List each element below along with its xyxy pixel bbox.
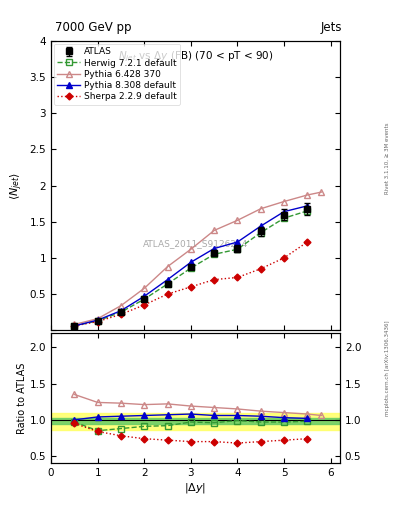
Pythia 8.308 default (95, 317, 100, 323)
Pythia 8.308 default (212, 245, 217, 251)
Sherpa 2.2.9 default (119, 311, 123, 317)
Sherpa 2.2.9 default (165, 291, 170, 297)
Pythia 8.308 default (305, 203, 310, 209)
X-axis label: $|\Delta y|$: $|\Delta y|$ (184, 481, 207, 495)
Pythia 8.308 default (258, 223, 263, 229)
Text: ATLAS_2011_S9126244: ATLAS_2011_S9126244 (143, 239, 248, 248)
Text: Jets: Jets (320, 22, 342, 34)
Pythia 8.308 default (165, 276, 170, 283)
Pythia 8.308 default (189, 259, 193, 265)
Herwig 7.2.1 default (165, 281, 170, 287)
Pythia 6.428 370 (142, 285, 147, 291)
Herwig 7.2.1 default (189, 265, 193, 271)
Pythia 8.308 default (72, 323, 77, 329)
Pythia 6.428 370 (258, 206, 263, 212)
Legend: ATLAS, Herwig 7.2.1 default, Pythia 6.428 370, Pythia 8.308 default, Sherpa 2.2.: ATLAS, Herwig 7.2.1 default, Pythia 6.42… (54, 44, 180, 105)
Text: 7000 GeV pp: 7000 GeV pp (55, 22, 132, 34)
Pythia 6.428 370 (235, 217, 240, 223)
Herwig 7.2.1 default (95, 318, 100, 324)
Pythia 6.428 370 (95, 315, 100, 322)
Pythia 8.308 default (235, 239, 240, 245)
Herwig 7.2.1 default (305, 208, 310, 214)
Bar (51, 413, 340, 430)
Pythia 6.428 370 (212, 227, 217, 233)
Text: mcplots.cern.ch [arXiv:1306.3436]: mcplots.cern.ch [arXiv:1306.3436] (385, 321, 389, 416)
Sherpa 2.2.9 default (189, 284, 193, 290)
Pythia 6.428 370 (72, 322, 77, 328)
Sherpa 2.2.9 default (235, 274, 240, 281)
Pythia 8.308 default (282, 208, 286, 215)
Herwig 7.2.1 default (235, 246, 240, 252)
Sherpa 2.2.9 default (212, 276, 217, 283)
Pythia 8.308 default (142, 293, 147, 300)
Text: Rivet 3.1.10, ≥ 3M events: Rivet 3.1.10, ≥ 3M events (385, 123, 389, 195)
Pythia 6.428 370 (119, 303, 123, 309)
Line: Herwig 7.2.1 default: Herwig 7.2.1 default (72, 208, 310, 329)
Pythia 8.308 default (119, 308, 123, 314)
Herwig 7.2.1 default (142, 296, 147, 302)
Line: Sherpa 2.2.9 default: Sherpa 2.2.9 default (72, 240, 310, 328)
Line: Pythia 8.308 default: Pythia 8.308 default (71, 202, 311, 329)
Pythia 6.428 370 (282, 199, 286, 205)
Bar (51, 418, 340, 424)
Herwig 7.2.1 default (258, 229, 263, 236)
Pythia 6.428 370 (305, 192, 310, 198)
Sherpa 2.2.9 default (282, 255, 286, 261)
Herwig 7.2.1 default (212, 251, 217, 258)
Y-axis label: Ratio to ATLAS: Ratio to ATLAS (17, 362, 27, 434)
Y-axis label: $\langle N_{jet}\rangle$: $\langle N_{jet}\rangle$ (9, 172, 25, 200)
Herwig 7.2.1 default (72, 323, 77, 329)
Sherpa 2.2.9 default (142, 302, 147, 308)
Sherpa 2.2.9 default (258, 266, 263, 272)
Herwig 7.2.1 default (282, 215, 286, 221)
Text: $N_{jet}$ vs $\Delta y$ (FB) (70 < pT < 90): $N_{jet}$ vs $\Delta y$ (FB) (70 < pT < … (118, 50, 273, 64)
Sherpa 2.2.9 default (95, 318, 100, 325)
Sherpa 2.2.9 default (305, 239, 310, 245)
Pythia 6.428 370 (189, 246, 193, 252)
Pythia 6.428 370 (165, 264, 170, 270)
Herwig 7.2.1 default (119, 309, 123, 315)
Line: Pythia 6.428 370: Pythia 6.428 370 (71, 188, 325, 328)
Sherpa 2.2.9 default (72, 323, 77, 329)
Pythia 6.428 370 (319, 189, 324, 195)
